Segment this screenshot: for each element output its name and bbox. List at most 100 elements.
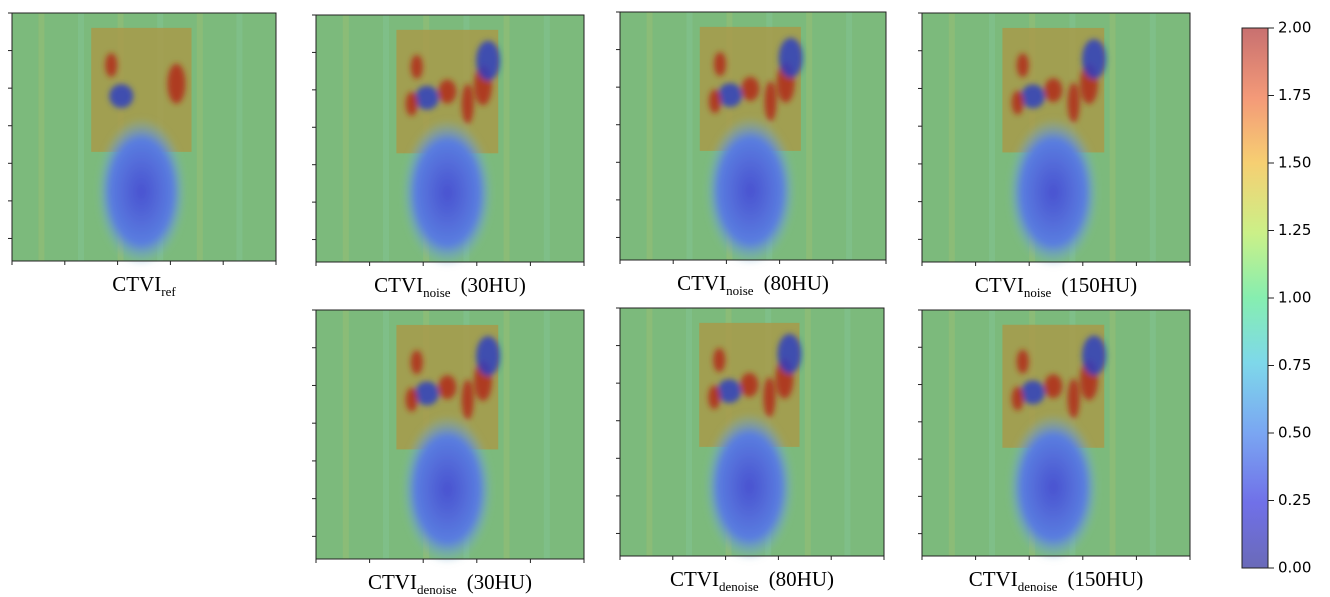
image-stripe [504, 310, 510, 559]
image-stripe [1110, 310, 1116, 556]
image-region [438, 375, 456, 399]
caption-subscript: noise [726, 283, 754, 298]
caption-suffix: (80HU) [764, 271, 829, 295]
image-region [713, 348, 725, 372]
image-region [1017, 53, 1029, 77]
caption-base: CTVI [368, 570, 417, 594]
caption-suffix: (30HU) [461, 273, 526, 297]
image-region [1044, 374, 1062, 398]
image-region [1007, 413, 1099, 561]
image-stripe [236, 13, 242, 261]
colorbar [1242, 28, 1268, 568]
image-region [765, 81, 777, 121]
image-region [779, 38, 803, 78]
caption-suffix: (30HU) [467, 570, 532, 594]
panel: CTVInoise (30HU) [312, 15, 584, 300]
image-region [1012, 387, 1024, 411]
image-region [1082, 336, 1106, 376]
image-region [411, 55, 423, 79]
image-region [476, 41, 500, 81]
image-stripe [38, 13, 44, 261]
image-region [167, 64, 185, 104]
panel: CTVIdenoise(150HU) [918, 310, 1190, 594]
image-stripe [1110, 13, 1116, 262]
image-stripe [343, 310, 349, 559]
image-region [740, 373, 758, 397]
panel: CTVInoise (150HU) [918, 13, 1190, 300]
figure: CTVIrefCTVInoise(30HU)CTVInoise(80HU)CTV… [0, 0, 1330, 597]
image-stripe [1150, 13, 1156, 262]
colorbar-tick-label: 1.50 [1278, 154, 1311, 172]
image-region [462, 380, 474, 420]
image-stripe [949, 13, 955, 262]
caption-suffix: (150HU) [1061, 273, 1137, 297]
colorbar-tick-label: 1.75 [1278, 86, 1311, 104]
image-region [476, 336, 500, 376]
image-stripe [383, 310, 389, 559]
caption-base: CTVI [677, 271, 726, 295]
image-stripe [805, 308, 811, 556]
colorbar-tick-label: 2.00 [1278, 19, 1311, 37]
image-stripe [383, 15, 389, 262]
caption-suffix: (150HU) [1067, 567, 1143, 591]
page: CTVIrefCTVInoise(30HU)CTVInoise(80HU)CTV… [0, 0, 1330, 597]
colorbar-tick-label: 0.50 [1278, 424, 1311, 442]
image-stripe [844, 308, 850, 556]
colorbar-tick-label: 0.75 [1278, 356, 1311, 374]
caption: CTVInoise (80HU) [677, 271, 829, 298]
image-stripe [687, 12, 693, 260]
caption-base: CTVI [969, 567, 1018, 591]
image-region [1044, 78, 1062, 102]
image-stripe [544, 310, 550, 559]
image-region [704, 412, 794, 561]
caption-base: CTVI [670, 567, 719, 591]
caption-subscript: denoise [417, 582, 457, 597]
image-stripe [646, 308, 652, 556]
image-region [718, 83, 742, 107]
colorbar-tick-label: 0.00 [1278, 559, 1311, 577]
caption-base: CTVI [112, 272, 161, 296]
caption-base: CTVI [975, 273, 1024, 297]
image-region [105, 53, 117, 77]
image-stripe [78, 13, 84, 261]
image-stripe [544, 15, 550, 262]
caption: CTVInoise (30HU) [374, 273, 526, 300]
image-region [96, 117, 186, 266]
image-region [763, 377, 775, 417]
caption-subscript: noise [1024, 285, 1052, 300]
image-region [415, 86, 439, 110]
image-region [401, 119, 493, 267]
image-region [714, 52, 726, 76]
caption: CTVIdenoise(150HU) [969, 567, 1144, 594]
image-region [705, 116, 796, 265]
caption: CTVIdenoise (30HU) [368, 570, 532, 597]
caption-subscript: noise [423, 285, 451, 300]
image-region [741, 77, 759, 101]
image-region [1017, 350, 1029, 374]
caption-subscript: denoise [719, 579, 759, 594]
caption: CTVInoise (150HU) [975, 273, 1137, 300]
image-stripe [1150, 310, 1156, 556]
colorbar-tick-label: 1.00 [1278, 289, 1311, 307]
image-stripe [949, 310, 955, 556]
image-region [1082, 39, 1106, 79]
panel: CTVInoise (80HU) [616, 12, 886, 298]
image-region [462, 84, 474, 124]
image-region [1007, 118, 1099, 267]
image-stripe [846, 12, 852, 260]
image-region [708, 385, 720, 409]
image-region [1012, 91, 1024, 115]
image-stripe [989, 13, 995, 262]
caption: CTVIdenoise(80HU) [670, 567, 834, 594]
caption-subscript: ref [161, 284, 176, 299]
image-region [109, 84, 133, 108]
image-stripe [989, 310, 995, 556]
image-region [401, 415, 493, 564]
image-stripe [686, 308, 692, 556]
image-region [438, 80, 456, 104]
image-stripe [343, 15, 349, 262]
caption-base: CTVI [374, 273, 423, 297]
panel: CTVIdenoise(80HU) [616, 308, 884, 594]
image-region [777, 334, 801, 374]
image-region [411, 350, 423, 374]
